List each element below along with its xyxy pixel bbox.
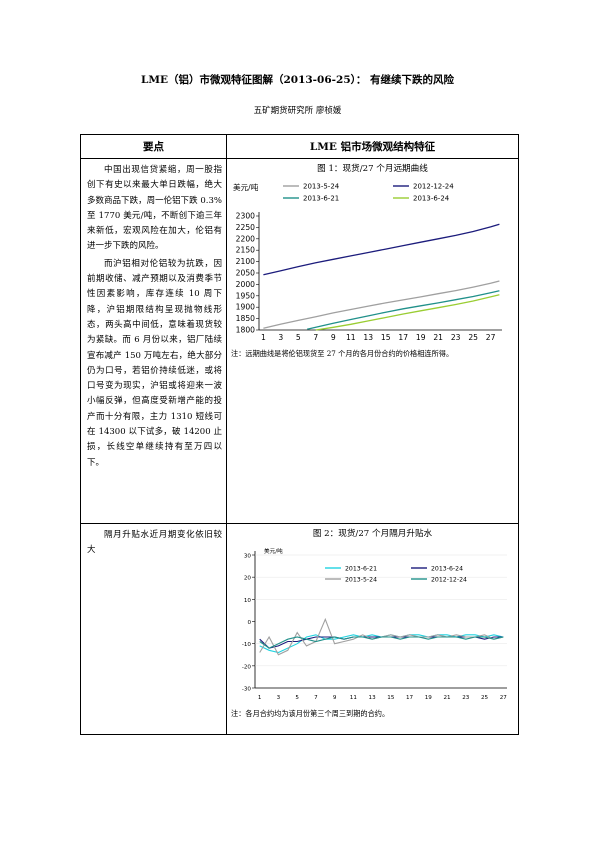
series-line-2012-12-24: [259, 636, 504, 649]
legend-label: 2013-6-21: [345, 566, 377, 573]
figure2-title: 图 2：现货/27 个月隔月升贴水: [312, 529, 433, 539]
x-tick-label: 27: [500, 695, 508, 701]
figure2-note: 注：各月合约均为该月份第三个周三到期的合约。: [231, 709, 390, 718]
x-tick-label: 17: [406, 695, 414, 701]
x-tick-label: 9: [333, 695, 337, 701]
y-axis-unit: 美元/吨: [233, 182, 259, 192]
x-tick-label: 3: [278, 333, 283, 342]
y-tick-label: 20: [244, 576, 252, 582]
x-tick-label: 11: [346, 333, 356, 342]
y-tick-label: 2300: [236, 212, 255, 221]
y-tick-label: 2250: [236, 223, 255, 232]
y-tick-label: 2150: [236, 246, 255, 255]
figure1-title: 图 1：现货/27 个月远期曲线: [317, 164, 428, 174]
x-tick-label: 13: [363, 333, 373, 342]
y-tick-label: 1800: [236, 326, 255, 335]
y-tick-label: 1950: [236, 291, 255, 300]
legend-label: 2012-12-24: [431, 577, 467, 584]
x-tick-label: 7: [313, 333, 318, 342]
series-line-2013-5-24: [263, 280, 500, 329]
x-tick-label: 1: [261, 333, 266, 342]
row1-text-cell: 中国出现信贷紧缩，周一股指创下有史以来最大单日跌幅，绝大多数商品下跌，周一伦铝下…: [80, 158, 227, 524]
row1-paragraph-2: 而沪铝相对伦铝较为抗跌，因前期收储、减产预期以及消费季节性因素影响，库存连续 1…: [87, 258, 222, 468]
y-tick-label: 2100: [236, 257, 255, 266]
figure1-note: 注：远期曲线是将伦铝现货至 27 个月的各月份合约的价格相连所得。: [231, 349, 454, 358]
legend-label: 2013-6-21: [303, 195, 339, 203]
y-tick-label: 0: [247, 620, 251, 626]
legend-label: 2013-6-24: [431, 566, 463, 573]
x-tick-label: 11: [350, 695, 358, 701]
document-author: 五矿期货研究所 廖桢媛: [253, 106, 342, 116]
x-tick-label: 25: [481, 695, 489, 701]
legend-label: 2013-5-24: [303, 183, 340, 191]
x-tick-label: 5: [296, 333, 301, 342]
row1-paragraph-1: 中国出现信贷紧缩，周一股指创下有史以来最大单日跌幅，绝大多数商品下跌，周一伦铝下…: [87, 165, 222, 252]
y-tick-label: 10: [244, 598, 252, 604]
legend-label: 2013-5-24: [345, 577, 377, 584]
y-tick-label: -30: [242, 687, 252, 693]
header-key-points: 要点: [80, 134, 227, 159]
y-tick-label: 2000: [236, 280, 255, 289]
header-market-features: LME 铝市场微观结构特征: [226, 134, 519, 159]
analysis-table: 要点 LME 铝市场微观结构特征 中国出现信贷紧缩，周一股指创下有史以来最大单日…: [80, 134, 519, 735]
x-tick-label: 23: [462, 695, 470, 701]
y-tick-label: 2200: [236, 234, 255, 243]
legend-label: 2013-6-24: [413, 195, 450, 203]
y-tick-label: 1850: [236, 314, 255, 323]
series-line-2013-6-21: [306, 290, 500, 330]
x-tick-label: 15: [381, 333, 391, 342]
row2-text-cell: 隔月升贴水近月期变化依旧较大: [80, 523, 227, 735]
x-tick-label: 13: [369, 695, 377, 701]
y-tick-label: -20: [242, 664, 252, 670]
row2-figure-cell: 图 2：现货/27 个月隔月升贴水 美元/吨 -30 -20 -10 0 10 20 30 1 3…: [226, 523, 519, 735]
x-tick-label: 23: [451, 333, 461, 342]
x-tick-label: 19: [425, 695, 433, 701]
x-tick-label: 19: [416, 333, 426, 342]
x-tick-label: 7: [314, 695, 318, 701]
row2-paragraph: 隔月升贴水近月期变化依旧较大: [87, 530, 222, 556]
y-tick-label: 2050: [236, 269, 255, 278]
x-tick-label: 5: [295, 695, 299, 701]
y-tick-label: 1900: [236, 303, 255, 312]
forward-curve-chart: 美元/吨 1800 1850 1900 1950 2000 2050 2100 2150 2200…: [233, 182, 502, 342]
y-axis-unit: 美元/吨: [264, 547, 283, 555]
x-tick-label: 9: [331, 333, 336, 342]
y-tick-label: -10: [242, 642, 252, 648]
x-tick-label: 27: [486, 333, 496, 342]
x-tick-label: 15: [387, 695, 395, 701]
x-tick-label: 25: [468, 333, 478, 342]
y-tick-label: 30: [244, 554, 252, 560]
x-tick-label: 21: [443, 695, 451, 701]
document-title: LME（铝）市微观特征图解（2013-06-25）： 有继续下跌的风险: [140, 74, 455, 86]
row1-figure-cell: 图 1：现货/27 个月远期曲线 美元/吨 1800 1850 1900 1950 200…: [226, 158, 519, 524]
x-tick-label: 17: [398, 333, 408, 342]
x-tick-label: 1: [258, 695, 262, 701]
series-line-2013-6-24: [315, 294, 500, 331]
series-line-2012-12-24: [263, 223, 500, 276]
x-tick-label: 3: [277, 695, 281, 701]
legend-label: 2012-12-24: [413, 183, 454, 191]
x-tick-label: 21: [433, 333, 443, 342]
